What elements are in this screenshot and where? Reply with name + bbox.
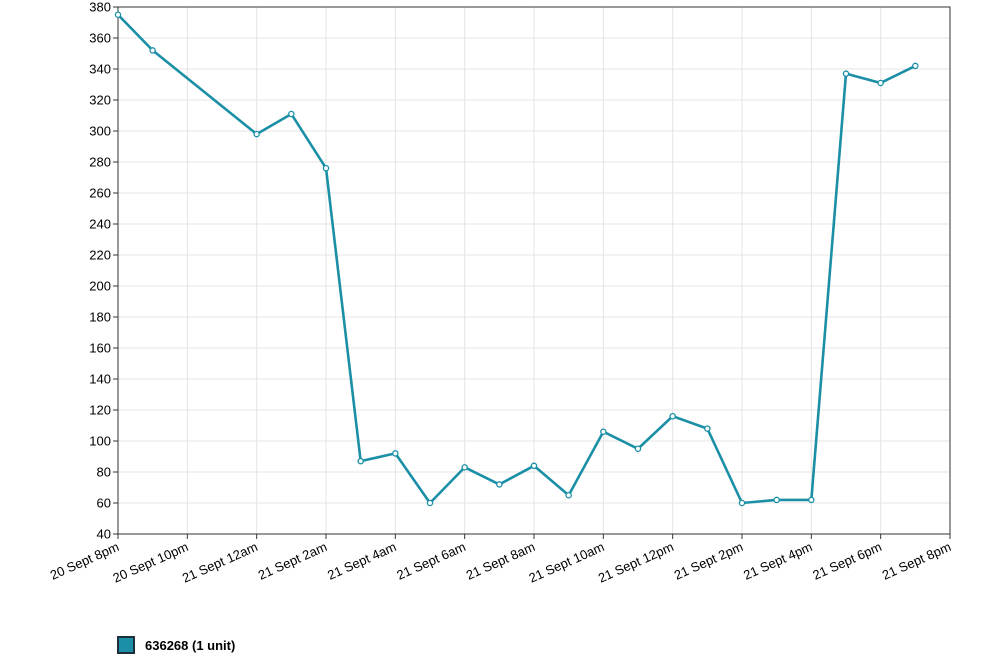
y-tick-label: 220 xyxy=(89,248,111,263)
y-tick-label: 200 xyxy=(89,279,111,294)
legend: 636268 (1 unit) xyxy=(117,636,235,654)
y-axis: 40 60 80 100 120 140 160 180 200 220 240 260 280 300 3… xyxy=(89,0,118,542)
data-point xyxy=(738,499,746,507)
x-tick-label: 21 Sept 12am xyxy=(180,539,260,586)
y-tick-label: 180 xyxy=(89,310,111,325)
data-point xyxy=(808,496,815,504)
y-tick-label: 80 xyxy=(97,465,111,480)
data-point xyxy=(357,457,364,465)
y-tick-label: 280 xyxy=(89,155,111,170)
data-point xyxy=(114,11,122,18)
x-tick-label: 21 Sept 12pm xyxy=(596,539,676,586)
x-tick-label: 20 Sept 8pm xyxy=(48,539,121,583)
grid xyxy=(117,6,951,535)
y-tick-label: 60 xyxy=(97,496,111,511)
y-tick-label: 40 xyxy=(97,527,111,542)
data-point xyxy=(565,491,572,499)
data-point xyxy=(634,445,642,452)
data-point xyxy=(322,164,330,172)
y-tick-label: 120 xyxy=(89,403,111,418)
y-tick-label: 360 xyxy=(89,31,111,46)
data-point xyxy=(704,425,711,432)
data-point xyxy=(842,70,850,77)
y-tick-label: 240 xyxy=(89,217,111,232)
data-point xyxy=(530,462,538,470)
series-line xyxy=(117,13,916,505)
data-point xyxy=(773,496,780,504)
legend-label: 636268 (1 unit) xyxy=(145,637,236,653)
data-point xyxy=(149,47,156,54)
data-point xyxy=(496,481,503,488)
y-tick-label: 160 xyxy=(89,341,111,356)
data-point xyxy=(669,412,676,420)
series-group xyxy=(114,11,919,507)
x-tick-label: 21 Sept 4am xyxy=(325,539,398,583)
x-tick-label: 21 Sept 4pm xyxy=(741,539,814,583)
y-tick-label: 260 xyxy=(89,186,111,201)
data-point xyxy=(288,110,295,118)
y-tick-label: 100 xyxy=(89,434,111,449)
data-point xyxy=(253,130,260,138)
data-point xyxy=(912,62,919,70)
data-point xyxy=(600,428,607,435)
plot-frame xyxy=(117,6,951,535)
y-tick-label: 380 xyxy=(89,0,111,15)
x-tick-label: 21 Sept 2pm xyxy=(672,539,745,583)
x-tick-label: 21 Sept 6am xyxy=(394,539,467,583)
y-tick-label: 140 xyxy=(89,372,111,387)
x-tick-label: 21 Sept 10am xyxy=(526,539,606,586)
y-tick-label: 320 xyxy=(89,93,111,108)
x-tick-label: 21 Sept 2am xyxy=(256,539,329,583)
x-tick-label: 21 Sept 8am xyxy=(464,539,537,583)
data-point xyxy=(426,499,434,507)
data-point xyxy=(461,464,468,471)
y-tick-label: 300 xyxy=(89,124,111,139)
x-tick-label: 21 Sept 8pm xyxy=(880,539,953,583)
x-tick-label: 21 Sept 6pm xyxy=(810,539,883,583)
data-point xyxy=(877,79,884,87)
data-point xyxy=(392,450,399,457)
legend-swatch xyxy=(117,636,135,654)
x-tick-label: 20 Sept 10pm xyxy=(110,539,190,586)
y-tick-label: 340 xyxy=(89,62,111,77)
